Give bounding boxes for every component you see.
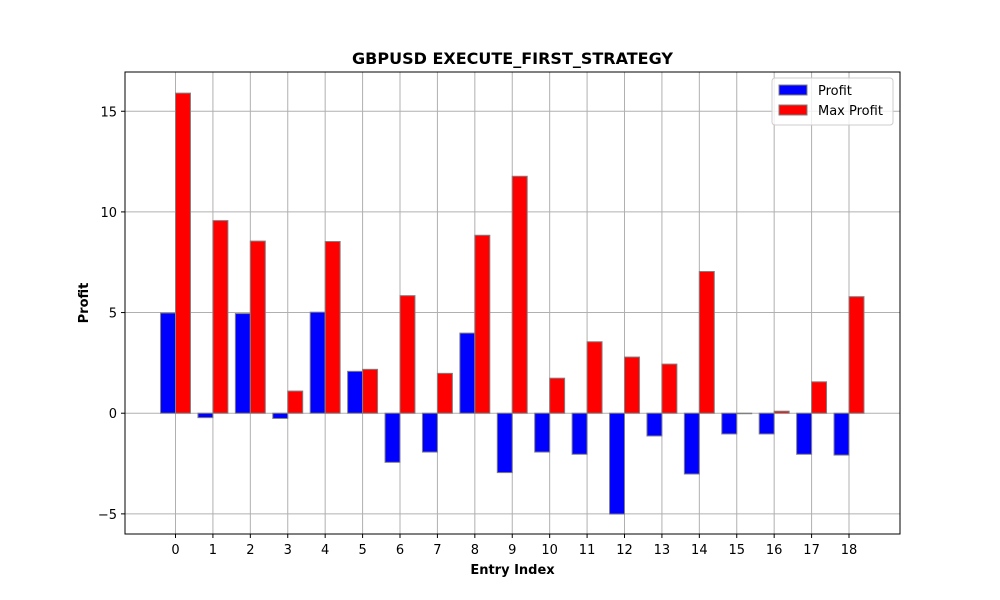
bar-max-profit bbox=[698, 270, 715, 414]
bar-profit bbox=[197, 412, 214, 419]
x-tick-label: 11 bbox=[579, 543, 596, 558]
x-tick-label: 5 bbox=[358, 543, 366, 558]
bar-max-profit bbox=[436, 372, 453, 414]
bar-max-profit bbox=[175, 92, 191, 414]
y-tick-label: 0 bbox=[109, 407, 117, 422]
legend-label-profit: Profit bbox=[818, 84, 852, 99]
bar-profit bbox=[796, 412, 813, 455]
x-tick-label: 2 bbox=[246, 543, 254, 558]
x-tick-label: 17 bbox=[803, 543, 820, 558]
bar-profit bbox=[421, 412, 438, 453]
bar-max-profit bbox=[324, 241, 341, 414]
y-tick-label: 10 bbox=[100, 206, 117, 221]
bar-max-profit bbox=[249, 240, 266, 414]
x-tick-label: 6 bbox=[396, 543, 404, 558]
bar-profit bbox=[609, 412, 625, 515]
bars-layer bbox=[160, 92, 865, 515]
bar-profit bbox=[646, 412, 663, 437]
x-tick-label: 1 bbox=[209, 543, 217, 558]
bar-max-profit bbox=[586, 341, 603, 414]
legend-swatch-max-profit bbox=[778, 104, 808, 116]
bar-max-profit bbox=[811, 381, 828, 414]
x-tick-label: 7 bbox=[433, 543, 441, 558]
bar-profit bbox=[571, 412, 588, 455]
bar-profit bbox=[534, 412, 551, 453]
chart-title: GBPUSD EXECUTE_FIRST_STRATEGY bbox=[352, 49, 673, 68]
y-tick-label: 15 bbox=[100, 105, 117, 120]
bar-max-profit bbox=[773, 410, 790, 414]
x-tick-label: 10 bbox=[541, 543, 558, 558]
x-tick-label: 14 bbox=[691, 543, 708, 558]
x-tick-label: 13 bbox=[654, 543, 671, 558]
bar-max-profit bbox=[399, 295, 416, 414]
x-tick-label: 0 bbox=[171, 543, 179, 558]
x-tick-label: 16 bbox=[766, 543, 783, 558]
bar-max-profit bbox=[474, 234, 491, 414]
legend: Profit Max Profit bbox=[771, 77, 894, 126]
bar-max-profit bbox=[287, 390, 304, 414]
x-tick-label: 8 bbox=[471, 543, 479, 558]
x-axis-label: Entry Index bbox=[470, 563, 555, 578]
bar-max-profit bbox=[848, 296, 865, 414]
y-axis-label: Profit bbox=[77, 283, 92, 324]
bar-profit bbox=[459, 332, 476, 414]
bar-max-profit bbox=[362, 368, 379, 414]
bar-profit bbox=[160, 312, 177, 414]
bar-profit bbox=[384, 412, 401, 463]
bar-profit bbox=[234, 313, 251, 414]
bar-profit bbox=[683, 412, 700, 475]
bar-max-profit bbox=[511, 175, 528, 414]
legend-swatch-profit bbox=[778, 84, 808, 96]
bar-max-profit bbox=[624, 356, 640, 414]
x-tick-label: 12 bbox=[616, 543, 633, 558]
bar-max-profit bbox=[212, 220, 229, 414]
x-tick-label: 4 bbox=[321, 543, 329, 558]
bar-profit bbox=[309, 311, 326, 414]
bar-max-profit bbox=[736, 412, 753, 415]
bar-profit bbox=[496, 412, 513, 474]
bar-profit bbox=[721, 412, 738, 435]
bar-profit bbox=[758, 412, 775, 435]
y-tick-label: 5 bbox=[109, 307, 117, 322]
bar-max-profit bbox=[661, 363, 678, 414]
x-tick-label: 15 bbox=[728, 543, 745, 558]
bar-profit bbox=[272, 412, 289, 419]
y-tick-label: −5 bbox=[98, 508, 117, 523]
x-tick-label: 18 bbox=[841, 543, 858, 558]
bar-profit bbox=[833, 412, 850, 456]
x-tick-label: 9 bbox=[508, 543, 516, 558]
bar-profit bbox=[347, 370, 364, 414]
bar-max-profit bbox=[549, 377, 566, 414]
x-tick-label: 3 bbox=[284, 543, 292, 558]
legend-label-max-profit: Max Profit bbox=[818, 104, 883, 119]
